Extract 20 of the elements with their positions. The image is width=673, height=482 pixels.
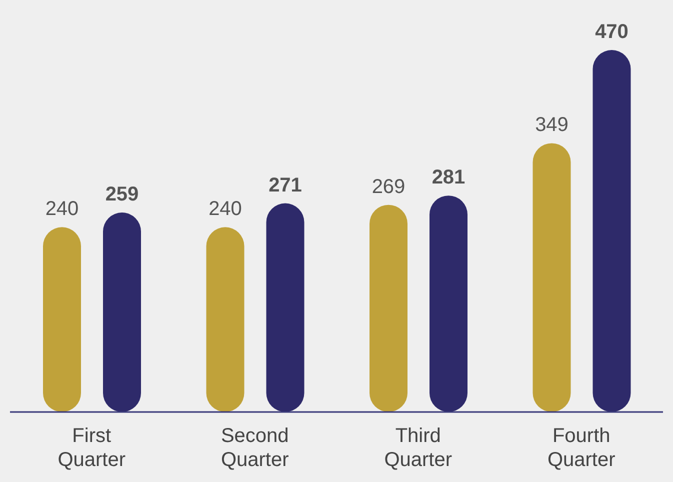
bar [206, 227, 244, 412]
x-tick-label: Third Quarter [384, 425, 452, 471]
data-label: 240 [208, 198, 242, 220]
data-label: 259 [105, 184, 139, 206]
bar [103, 212, 141, 412]
bar [266, 203, 304, 412]
x-tick-label: Second Quarter [220, 425, 290, 471]
bar [43, 227, 81, 412]
data-label: 271 [268, 174, 302, 196]
bar [592, 50, 631, 412]
bar [532, 143, 571, 412]
data-label: 281 [432, 166, 466, 189]
data-label: 349 [535, 114, 568, 136]
data-label: 269 [372, 176, 406, 198]
data-label: 470 [595, 21, 628, 43]
x-tick-label: First Quarter [58, 425, 126, 471]
x-tick-label: Fourth Quarter [547, 425, 616, 471]
bar [370, 204, 408, 412]
data-label: 240 [45, 198, 79, 220]
bar [430, 196, 468, 412]
